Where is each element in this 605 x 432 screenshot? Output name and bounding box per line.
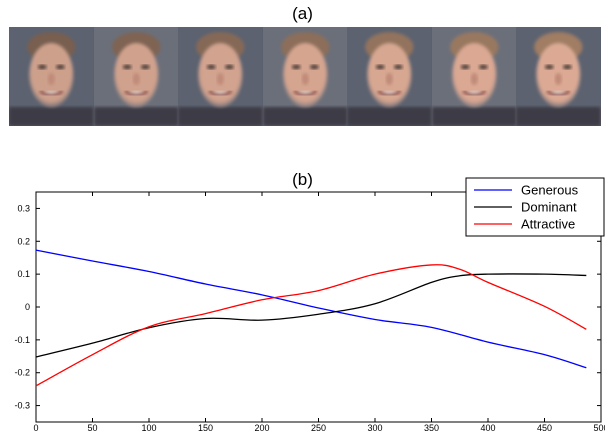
x-tick-label: 0 <box>33 423 38 432</box>
face-image <box>93 27 179 126</box>
averaged-face-icon <box>93 27 179 126</box>
x-tick-label: 350 <box>424 423 439 432</box>
panel-a-label: (a) <box>292 4 313 23</box>
y-tick-label: 0.2 <box>17 236 30 246</box>
y-tick-label: -0.1 <box>14 335 30 345</box>
y-tick-label: 0 <box>25 302 30 312</box>
x-tick-label: 150 <box>198 423 213 432</box>
face-image <box>347 27 432 126</box>
series-line-dominant <box>35 273 587 358</box>
x-tick-label: 500 <box>593 423 605 432</box>
y-tick-label: 0.1 <box>17 269 30 279</box>
x-tick-label: 100 <box>141 423 156 432</box>
series-line-attractive <box>35 264 587 387</box>
averaged-face-icon <box>347 27 432 126</box>
x-tick-label: 300 <box>367 423 382 432</box>
face-image <box>9 27 94 126</box>
x-tick-label: 50 <box>87 423 97 432</box>
x-tick-label: 450 <box>537 423 552 432</box>
x-tick-label: 400 <box>480 423 495 432</box>
averaged-face-icon <box>262 27 348 126</box>
averaged-face-icon <box>431 27 517 126</box>
legend-label-dominant: Dominant <box>521 200 577 215</box>
face-image <box>516 27 601 126</box>
y-tick-label: -0.2 <box>14 368 30 378</box>
legend-label-generous: Generous <box>521 183 579 198</box>
x-tick-label: 250 <box>311 423 326 432</box>
face-image <box>178 27 263 126</box>
face-strip <box>9 27 601 126</box>
y-tick-label: 0.3 <box>17 203 30 213</box>
legend-label-attractive: Attractive <box>521 217 575 232</box>
face-image <box>262 27 348 126</box>
averaged-face-icon <box>9 27 94 126</box>
averaged-face-icon <box>178 27 263 126</box>
series-line-generous <box>35 249 587 369</box>
panel-b-label: (b) <box>292 170 313 189</box>
averaged-face-icon <box>516 27 601 126</box>
face-image <box>431 27 517 126</box>
y-tick-label: -0.3 <box>14 401 30 411</box>
x-tick-label: 200 <box>254 423 269 432</box>
